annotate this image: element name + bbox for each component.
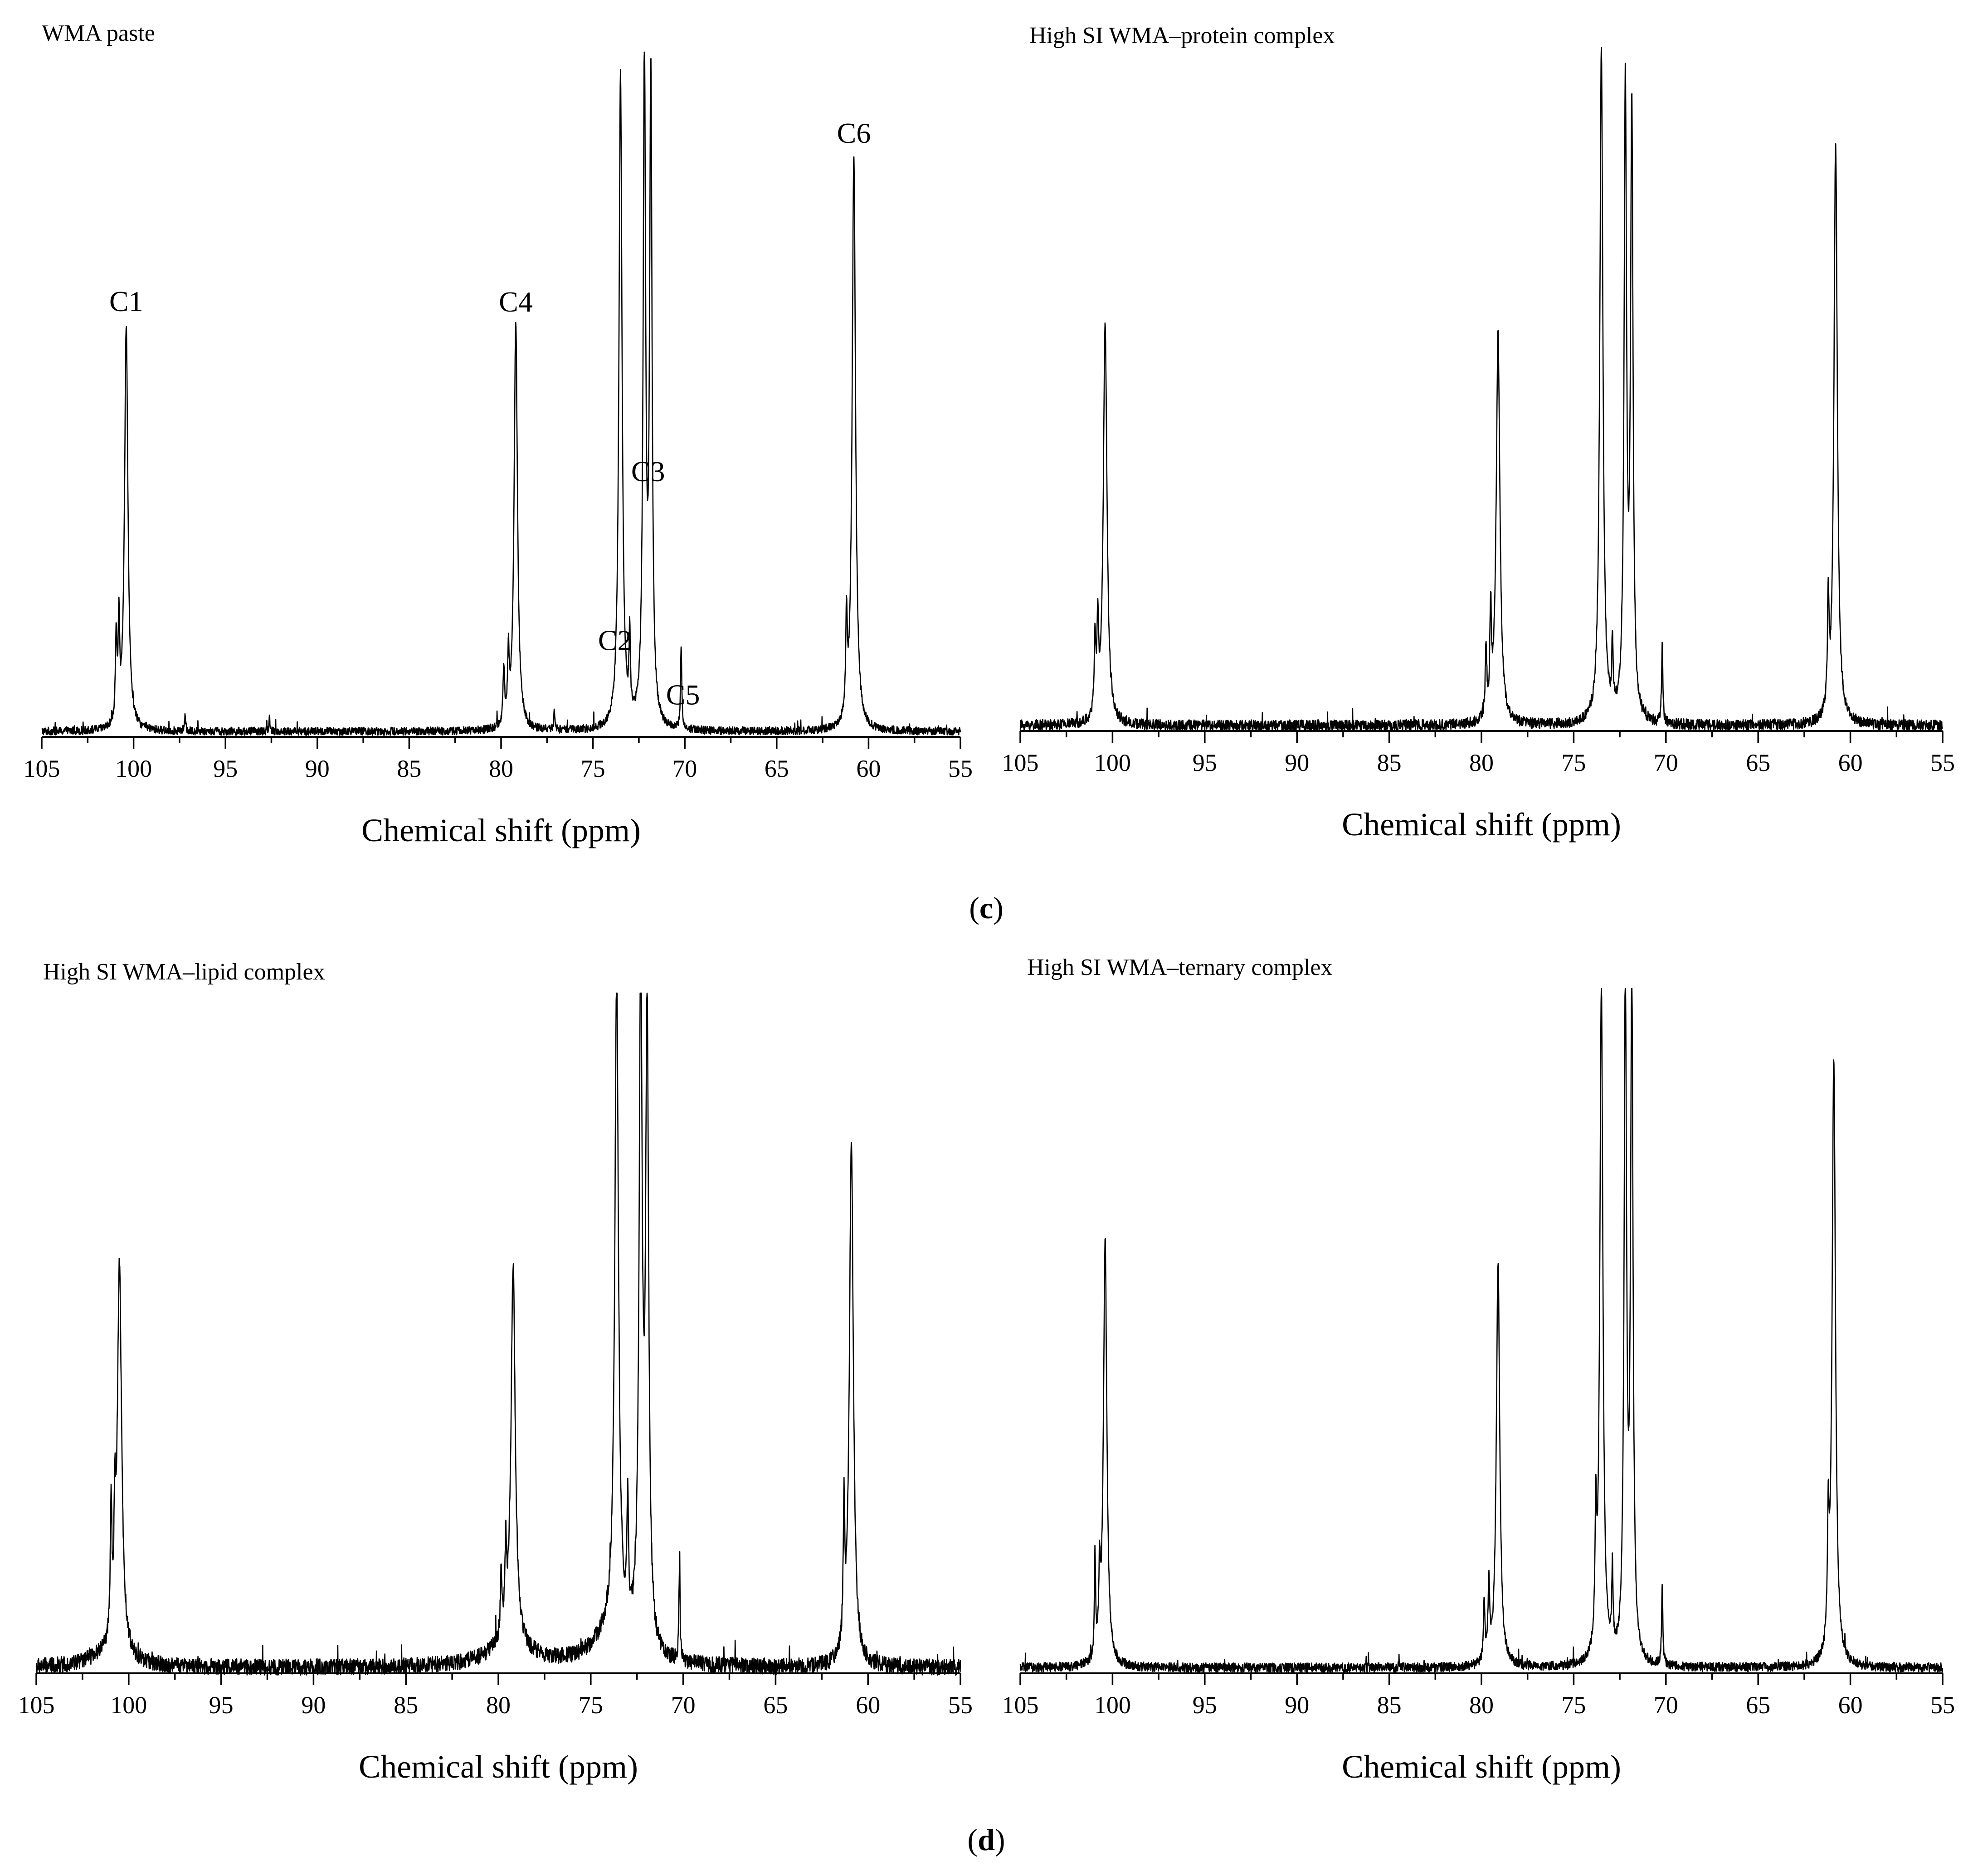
- peak-label-c3: C3: [631, 455, 665, 487]
- x-tick-label-80: 80: [1469, 1691, 1494, 1719]
- caption-d-letter: d: [978, 1822, 995, 1857]
- panel-title: WMA paste: [42, 20, 155, 46]
- x-tick-label-60: 60: [856, 1691, 880, 1719]
- x-tick-label-90: 90: [1285, 749, 1309, 776]
- x-tick-label-55: 55: [1930, 1691, 1955, 1719]
- peak-label-c4: C4: [499, 286, 533, 318]
- x-tick-label-55: 55: [1930, 749, 1955, 776]
- x-tick-label-85: 85: [1377, 1691, 1402, 1719]
- spectrum-trace: [35, 992, 961, 1676]
- x-tick-label-95: 95: [1193, 749, 1217, 776]
- panel-title: High SI WMA–lipid complex: [43, 959, 325, 985]
- x-tick-label-80: 80: [489, 755, 513, 782]
- panel-wma-paste: 105 100 95 90 85 80 75 70 65 60 55 Chemical shift (…: [24, 20, 973, 848]
- caption-c-letter: c: [979, 891, 993, 925]
- peak-label-c5: C5: [666, 679, 700, 711]
- x-tick-label-70: 70: [1654, 1691, 1678, 1719]
- x-tick-label-95: 95: [209, 1691, 234, 1719]
- panel-lipid-complex: 105 100 95 90 85 80 75 70 65 60 55 Chemical shift (…: [18, 959, 973, 1785]
- x-tick-label-60: 60: [856, 755, 881, 782]
- panel-title: High SI WMA–protein complex: [1029, 23, 1335, 49]
- caption-d: (d): [967, 1822, 1005, 1857]
- x-tick-label-65: 65: [765, 755, 789, 782]
- panel-title: High SI WMA–ternary complex: [1027, 955, 1332, 980]
- x-tick-label-105: 105: [18, 1691, 55, 1719]
- x-tick-label-75: 75: [581, 755, 605, 782]
- spectrum-trace: [1019, 988, 1944, 1673]
- x-tick-label-70: 70: [672, 755, 697, 782]
- x-tick-label-65: 65: [763, 1691, 788, 1719]
- x-axis-label: Chemical shift (ppm): [1342, 1749, 1621, 1785]
- spectrum-trace: [1019, 47, 1943, 731]
- x-axis-label: Chemical shift (ppm): [1342, 806, 1621, 843]
- x-tick-label-105: 105: [1002, 749, 1039, 776]
- peak-label-c6: C6: [837, 117, 871, 149]
- x-tick-label-75: 75: [1561, 749, 1586, 776]
- x-axis-label: Chemical shift (ppm): [359, 1749, 638, 1785]
- x-tick-label-100: 100: [115, 755, 152, 782]
- peak-label-c2: C2: [598, 624, 632, 656]
- x-tick-label-95: 95: [1193, 1691, 1217, 1719]
- x-tick-label-85: 85: [394, 1691, 418, 1719]
- x-tick-label-65: 65: [1746, 1691, 1770, 1719]
- spectrum-trace: [41, 51, 961, 736]
- caption-c: (c): [969, 891, 1004, 925]
- x-tick-label-100: 100: [1094, 749, 1131, 776]
- x-tick-label-55: 55: [948, 1691, 973, 1719]
- x-tick-label-70: 70: [1654, 749, 1678, 776]
- x-tick-label-90: 90: [305, 755, 330, 782]
- x-tick-label-55: 55: [948, 755, 973, 782]
- x-tick-label-60: 60: [1838, 749, 1863, 776]
- x-tick-label-85: 85: [397, 755, 421, 782]
- x-tick-label-105: 105: [1002, 1691, 1039, 1719]
- panel-protein-complex: 105 100 95 90 85 80 75 70 65 60 55 Chemical shift (…: [1002, 23, 1955, 843]
- x-tick-label-80: 80: [1469, 749, 1494, 776]
- x-tick-label-90: 90: [301, 1691, 326, 1719]
- x-tick-label-90: 90: [1285, 1691, 1309, 1719]
- x-tick-label-95: 95: [213, 755, 238, 782]
- x-tick-label-70: 70: [671, 1691, 696, 1719]
- x-tick-label-80: 80: [486, 1691, 511, 1719]
- x-tick-label-60: 60: [1838, 1691, 1863, 1719]
- peak-label-c1: C1: [109, 285, 143, 317]
- x-tick-label-100: 100: [110, 1691, 147, 1719]
- x-tick-label-105: 105: [24, 755, 60, 782]
- x-axis-label: Chemical shift (ppm): [361, 812, 641, 848]
- x-tick-label-85: 85: [1377, 749, 1402, 776]
- x-tick-label-75: 75: [579, 1691, 603, 1719]
- panel-ternary-complex: 105 100 95 90 85 80 75 70 65 60 55 Chemical shift (…: [1002, 955, 1955, 1785]
- x-tick-label-75: 75: [1561, 1691, 1586, 1719]
- x-tick-label-100: 100: [1094, 1691, 1131, 1719]
- x-tick-label-65: 65: [1746, 749, 1770, 776]
